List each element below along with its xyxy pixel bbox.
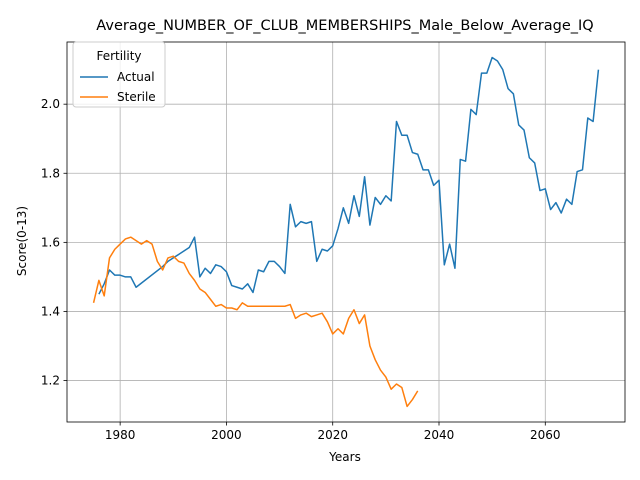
series-line-actual	[98, 56, 600, 295]
legend-box	[72, 41, 166, 108]
y-tick-label: 1.8	[41, 166, 60, 180]
x-tick-label: 2040	[424, 428, 455, 442]
x-axis-label: Years	[328, 450, 361, 464]
x-tick-label: 2000	[211, 428, 242, 442]
y-tick-label: 1.4	[41, 304, 60, 318]
chart-title: Average_NUMBER_OF_CLUB_MEMBERSHIPS_Male_…	[96, 18, 593, 34]
axis-ticks: 1980 2000 2020 2040 2060 1.2 1.4 1.6 1.8 2.0	[41, 97, 561, 442]
plot-frame	[66, 41, 626, 423]
x-tick-label: 2020	[317, 428, 348, 442]
y-tick-label: 1.6	[41, 235, 60, 249]
series-line-sterile	[92, 236, 419, 408]
legend-title: Fertility	[96, 49, 141, 63]
legend-label-actual: Actual	[117, 70, 155, 84]
y-tick-label: 2.0	[41, 97, 60, 111]
y-tick-label: 1.2	[41, 374, 60, 388]
legend: Fertility Actual Sterile	[72, 41, 166, 108]
series-lines	[92, 56, 600, 408]
legend-label-sterile: Sterile	[117, 90, 156, 104]
x-tick-label: 1980	[105, 428, 136, 442]
y-axis-label: Score(0-13)	[15, 206, 29, 276]
x-tick-label: 2060	[530, 428, 561, 442]
grid-lines	[67, 42, 625, 422]
